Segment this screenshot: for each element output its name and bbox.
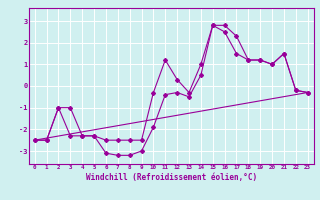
X-axis label: Windchill (Refroidissement éolien,°C): Windchill (Refroidissement éolien,°C) [86, 173, 257, 182]
